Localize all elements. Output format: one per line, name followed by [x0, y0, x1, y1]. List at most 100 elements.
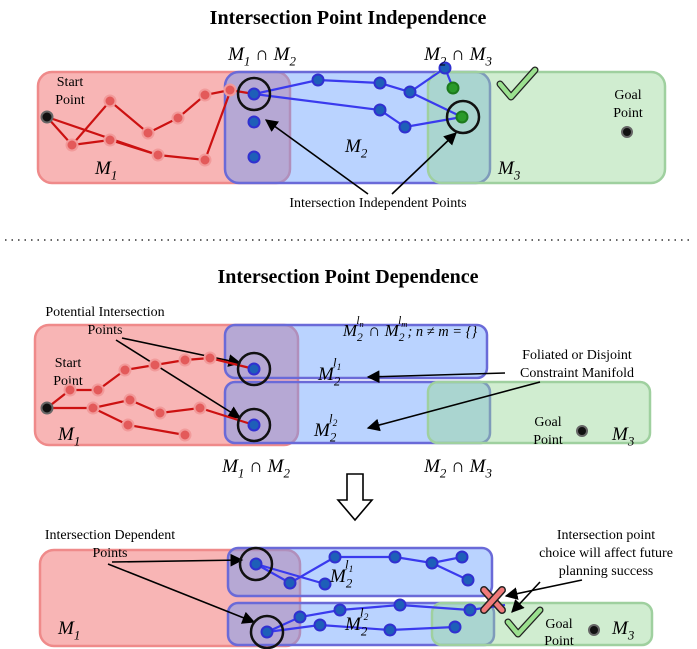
node — [198, 88, 212, 102]
arrow — [107, 563, 256, 624]
math-part: ∩ — [446, 44, 469, 65]
node — [249, 557, 263, 571]
math-part: m — [401, 319, 407, 329]
node — [223, 83, 237, 97]
node — [293, 610, 307, 624]
annotation: planning success — [559, 564, 653, 579]
math-label: M2 ∩ M3 — [423, 44, 492, 69]
arrow — [366, 381, 541, 432]
node — [153, 406, 167, 420]
math-part: M — [423, 456, 441, 477]
math-part: 1 — [74, 434, 80, 449]
node — [193, 401, 207, 415]
math-label: M1 ∩ M2 — [227, 44, 296, 69]
math-part: 3 — [513, 168, 520, 183]
intersection-ring — [236, 351, 272, 387]
math-part: 2 — [364, 613, 369, 623]
math-label: M2l2 — [344, 604, 369, 638]
arrow — [115, 339, 242, 419]
intersection-ring — [249, 614, 285, 649]
start-label: Point — [53, 374, 83, 389]
title: Intersection Point Independence — [210, 7, 487, 29]
math-part: M — [227, 44, 245, 65]
node — [178, 428, 192, 442]
math-part: 3 — [484, 466, 491, 481]
math-part: M — [469, 456, 487, 477]
math-label: M1 ∩ M2 — [221, 456, 290, 481]
math-part: ; n ≠ m = {} — [407, 324, 477, 340]
node — [86, 401, 100, 415]
node — [91, 383, 105, 397]
math-part: ∩ — [364, 321, 385, 340]
math-part: 2 — [357, 331, 363, 344]
node — [448, 620, 462, 634]
node — [403, 85, 417, 99]
math-part: M — [469, 44, 487, 65]
math-part: 2 — [361, 624, 368, 639]
path-edge — [47, 398, 255, 427]
node — [283, 576, 297, 590]
node — [311, 73, 325, 87]
check-mark — [505, 607, 543, 637]
math-part: M — [423, 44, 441, 65]
node — [40, 110, 54, 124]
math-part: M — [267, 456, 285, 477]
math-part: M — [317, 364, 335, 385]
arrow — [121, 337, 242, 367]
start-label: Start — [57, 75, 84, 90]
node — [148, 358, 162, 372]
node — [103, 94, 117, 108]
math-part: M — [384, 321, 400, 340]
arrow — [391, 132, 457, 195]
node — [247, 87, 261, 101]
goal-point — [576, 425, 588, 437]
math-part: M — [497, 158, 515, 179]
node — [65, 138, 79, 152]
math-label: M1 — [94, 158, 117, 183]
annotation: Points — [87, 323, 122, 338]
node — [247, 150, 261, 164]
goal-point — [588, 624, 600, 636]
math-part: M — [313, 420, 331, 441]
manifold-region — [223, 380, 492, 445]
math-part: 3 — [627, 628, 634, 643]
node — [446, 81, 460, 95]
goal-point — [621, 126, 633, 138]
node — [40, 401, 54, 415]
math-part: M — [342, 321, 358, 340]
node — [63, 383, 77, 397]
math-part: 1 — [74, 628, 80, 643]
node — [373, 76, 387, 90]
math-label: M2 ∩ M3 — [423, 456, 492, 481]
math-part: 2 — [283, 466, 290, 481]
math-label: M3 — [611, 618, 634, 643]
node — [388, 550, 402, 564]
node — [171, 111, 185, 125]
math-part: M — [344, 136, 362, 157]
math-part: l — [329, 410, 333, 425]
annotation: Intersection point — [557, 528, 655, 543]
math-label: M1 — [57, 618, 80, 643]
title: Intersection Point Dependence — [217, 266, 478, 288]
math-part: l — [356, 314, 359, 327]
node — [425, 556, 439, 570]
math-part: 3 — [484, 54, 491, 69]
path-edge — [46, 91, 232, 162]
annotation: Intersection Independent Points — [289, 196, 466, 211]
start-label: Point — [55, 93, 85, 108]
math-part: 2 — [440, 54, 447, 69]
math-part: ∩ — [244, 456, 267, 477]
goal-label: Point — [613, 106, 643, 121]
math-part: M — [57, 618, 75, 639]
path-edge — [266, 623, 456, 634]
node — [383, 623, 397, 637]
math-label: M2l2 — [313, 410, 338, 444]
math-part: 1 — [337, 363, 342, 373]
intersection-ring — [445, 99, 481, 135]
node — [455, 110, 469, 124]
node — [455, 550, 469, 564]
node — [103, 133, 117, 147]
annotation: Foliated or Disjoint — [522, 348, 632, 363]
node — [151, 148, 165, 162]
